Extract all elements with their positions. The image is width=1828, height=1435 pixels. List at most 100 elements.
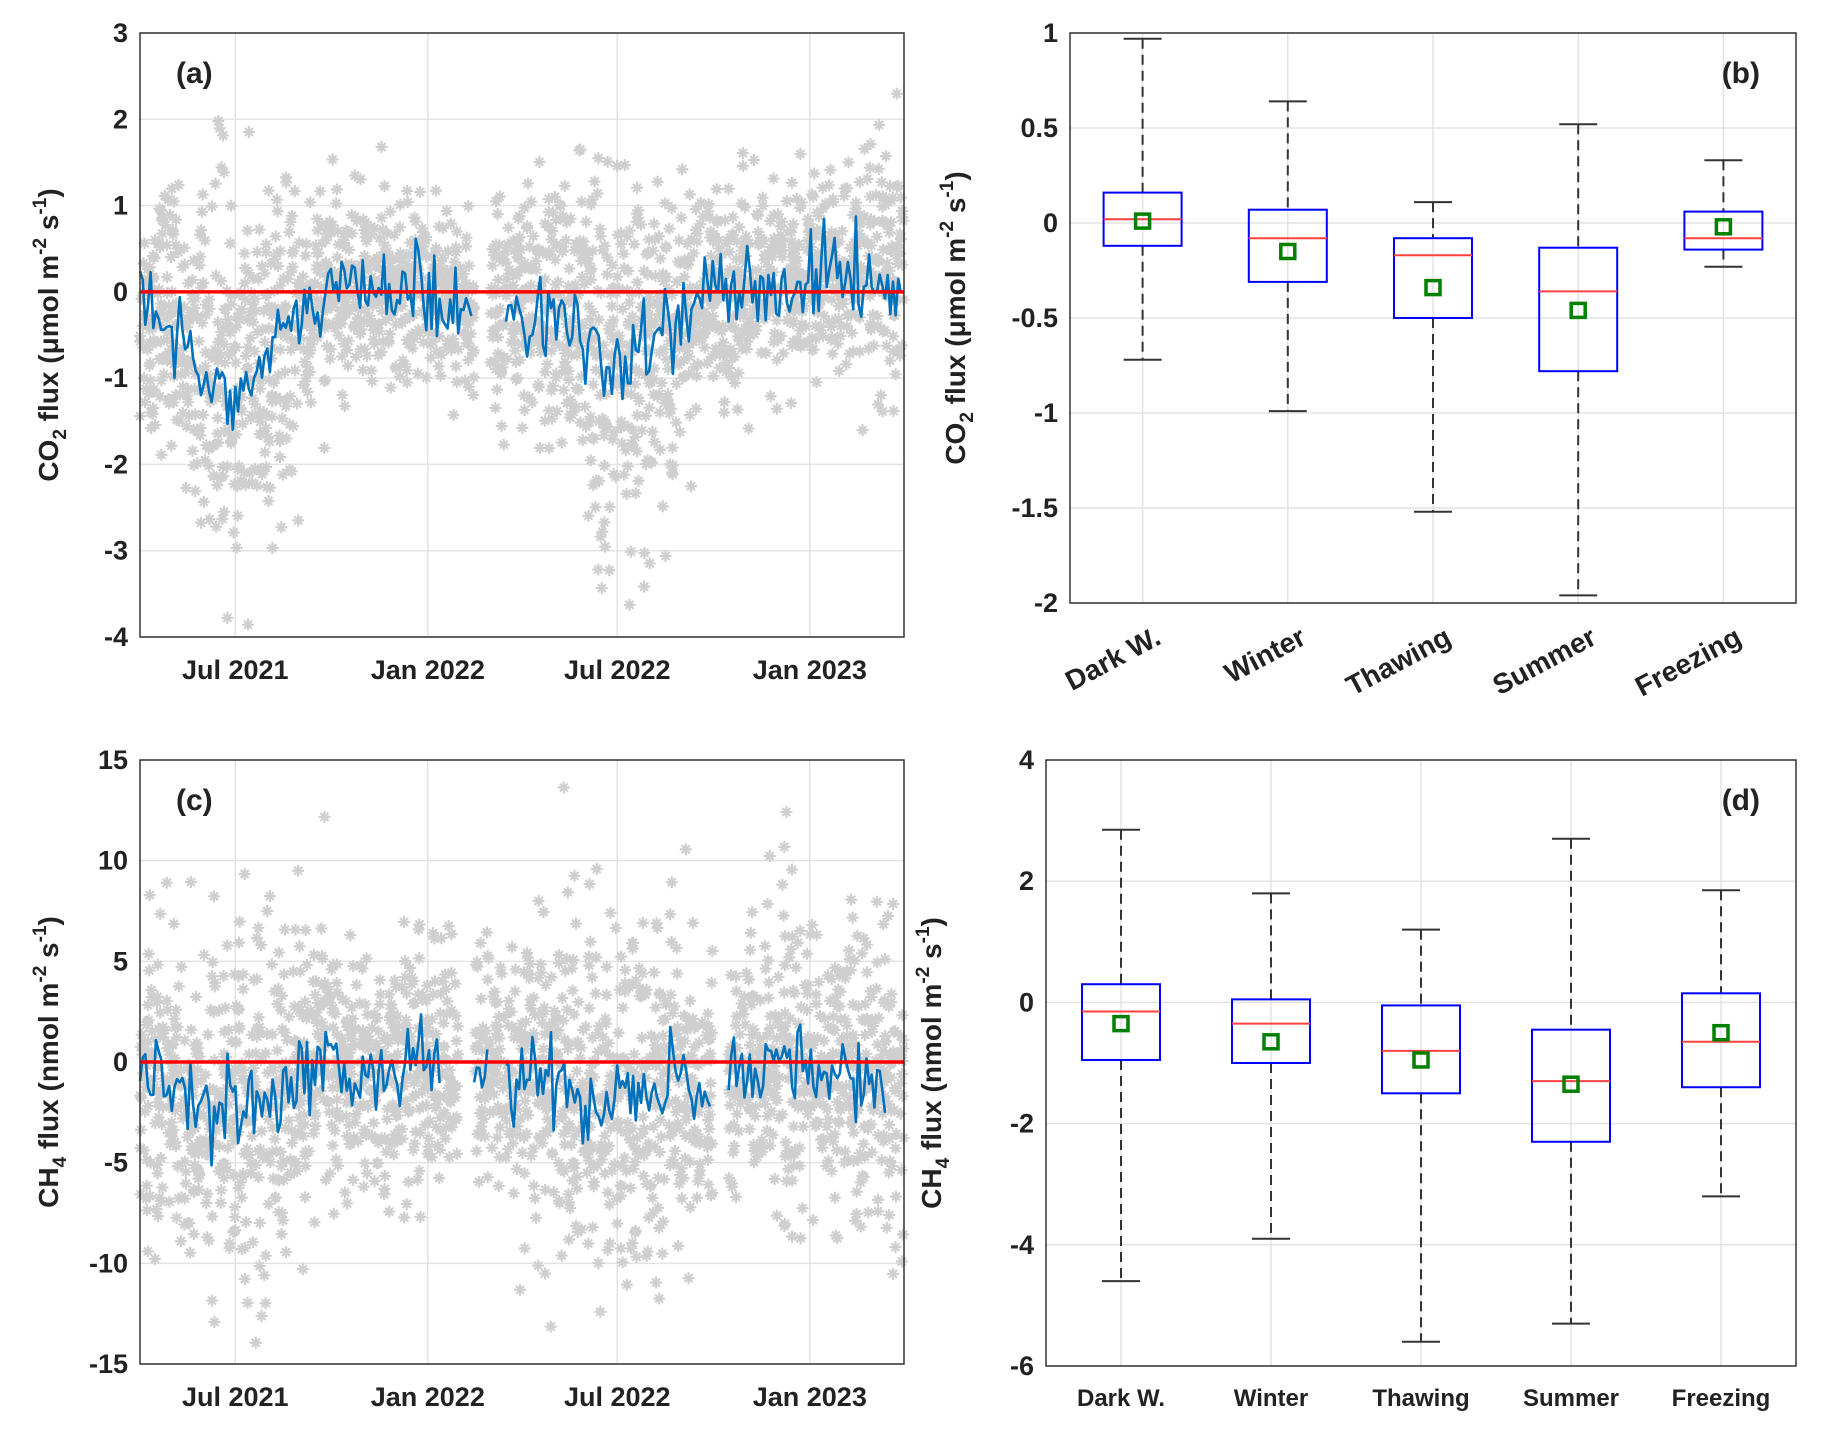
scatter-point <box>149 1032 162 1045</box>
y-tick-label: -0.5 <box>1011 303 1058 333</box>
scatter-point <box>142 1099 155 1112</box>
scatter-point <box>233 915 246 928</box>
scatter-point <box>265 410 278 423</box>
scatter-point <box>290 337 303 350</box>
scatter-point <box>139 1105 152 1118</box>
scatter-point <box>831 337 844 350</box>
scatter-point <box>773 1111 786 1124</box>
scatter-point <box>159 219 172 232</box>
scatter-point <box>186 293 199 306</box>
scatter-point <box>812 247 825 260</box>
scatter-point <box>703 1122 716 1135</box>
scatter-point <box>571 1170 584 1183</box>
scatter-point <box>207 470 220 483</box>
scatter-point <box>172 1078 185 1091</box>
scatter-point <box>300 1012 313 1025</box>
scatter-point <box>896 258 909 271</box>
scatter-point <box>871 310 884 323</box>
scatter-point <box>373 275 386 288</box>
scatter-point <box>170 1211 183 1224</box>
scatter-point <box>691 1100 704 1113</box>
scatter-point <box>423 1115 436 1128</box>
scatter-point <box>520 1104 533 1117</box>
scatter-point <box>561 1043 574 1056</box>
scatter-point <box>581 1166 594 1179</box>
scatter-point <box>678 339 691 352</box>
scatter-point <box>602 1037 615 1050</box>
scatter-point <box>864 289 877 302</box>
scatter-point <box>872 162 885 175</box>
scatter-point <box>292 514 305 527</box>
scatter-point <box>496 1107 509 1120</box>
scatter-point <box>635 989 648 1002</box>
scatter-point <box>525 195 538 208</box>
scatter-point <box>140 382 153 395</box>
scatter-point <box>165 182 178 195</box>
scatter-point <box>163 208 176 221</box>
y-tick-label: 0 <box>1043 208 1058 238</box>
scatter-point <box>786 1096 799 1109</box>
scatter-point <box>845 1117 858 1130</box>
scatter-point <box>527 1179 540 1192</box>
scatter-point <box>788 1144 801 1157</box>
scatter-point <box>378 1183 391 1195</box>
scatter-point <box>537 1042 550 1055</box>
scatter-point <box>605 282 618 295</box>
scatter-point <box>810 997 823 1010</box>
scatter-point <box>583 959 596 972</box>
scatter-point <box>842 944 855 957</box>
scatter-point <box>327 1021 340 1034</box>
scatter-point <box>434 1124 447 1137</box>
scatter-point <box>217 1157 230 1170</box>
y-label-mid2: s <box>940 198 971 221</box>
scatter-point <box>403 1104 416 1117</box>
scatter-point <box>495 967 508 980</box>
scatter-point <box>158 1024 171 1037</box>
scatter-point <box>349 1039 362 1052</box>
scatter-point <box>155 212 168 225</box>
scatter-point <box>200 1133 213 1146</box>
scatter-point <box>375 141 388 154</box>
scatter-point <box>264 1156 277 1169</box>
scatter-point <box>420 1014 433 1027</box>
scatter-point <box>701 293 714 306</box>
scatter-point <box>594 389 607 402</box>
scatter-point <box>819 197 832 210</box>
scatter-point <box>208 1316 221 1329</box>
scatter-point <box>757 1092 770 1105</box>
scatter-point <box>659 240 672 253</box>
scatter-point <box>850 1185 863 1198</box>
scatter-point <box>223 426 236 439</box>
scatter-point <box>545 344 558 357</box>
scatter-point <box>754 1047 767 1060</box>
scatter-point <box>779 930 792 943</box>
scatter-point <box>891 239 904 252</box>
scatter-point <box>328 322 341 335</box>
scatter-point <box>433 330 446 343</box>
scatter-point <box>558 1033 571 1046</box>
scatter-point <box>459 374 472 387</box>
scatter-point <box>246 392 259 405</box>
scatter-point <box>639 1072 652 1085</box>
scatter-point <box>850 196 863 209</box>
scatter-point <box>365 364 378 377</box>
scatter-point <box>347 1173 360 1186</box>
scatter-point <box>834 320 847 333</box>
scatter-point <box>216 460 229 473</box>
scatter-point <box>434 1111 447 1124</box>
scatter-point <box>857 1138 870 1151</box>
scatter-point <box>831 999 844 1012</box>
scatter-point <box>373 252 386 265</box>
y-tick-label: -1.5 <box>1011 493 1058 523</box>
scatter-point <box>559 355 572 368</box>
scatter-point <box>778 1007 791 1020</box>
scatter-point <box>221 313 234 326</box>
scatter-point <box>736 147 749 160</box>
scatter-point <box>460 231 473 244</box>
scatter-point <box>197 1110 210 1123</box>
scatter-point <box>746 302 759 315</box>
scatter-point <box>742 422 755 435</box>
scatter-point <box>299 303 312 316</box>
scatter-point <box>194 250 207 263</box>
